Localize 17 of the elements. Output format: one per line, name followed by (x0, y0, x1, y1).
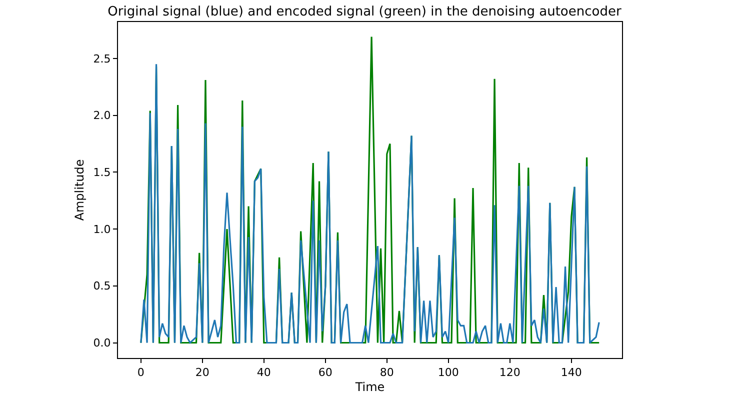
x-tick-label: 40 (256, 366, 271, 380)
chart-title: Original signal (blue) and encoded signal (green) in the denoising autoencoder (108, 4, 622, 20)
y-tick-label: 1.0 (93, 222, 111, 236)
y-tick-label: 0.0 (93, 336, 111, 350)
x-tick-label: 120 (499, 366, 520, 380)
y-tick-label: 2.5 (93, 52, 111, 66)
x-tick-label: 20 (195, 366, 210, 380)
y-tick-label: 1.5 (93, 166, 111, 179)
x-axis-title: Time (354, 380, 385, 394)
x-tick-label: 0 (137, 366, 144, 380)
x-tick-label: 100 (438, 366, 459, 380)
x-tick-label: 140 (560, 366, 582, 380)
y-tick-label: 2.0 (93, 109, 111, 122)
y-tick-label: 0.5 (93, 280, 111, 293)
y-axis-title: Amplitude (72, 159, 87, 221)
x-tick-label: 80 (380, 366, 394, 380)
x-tick-label: 60 (318, 366, 332, 380)
